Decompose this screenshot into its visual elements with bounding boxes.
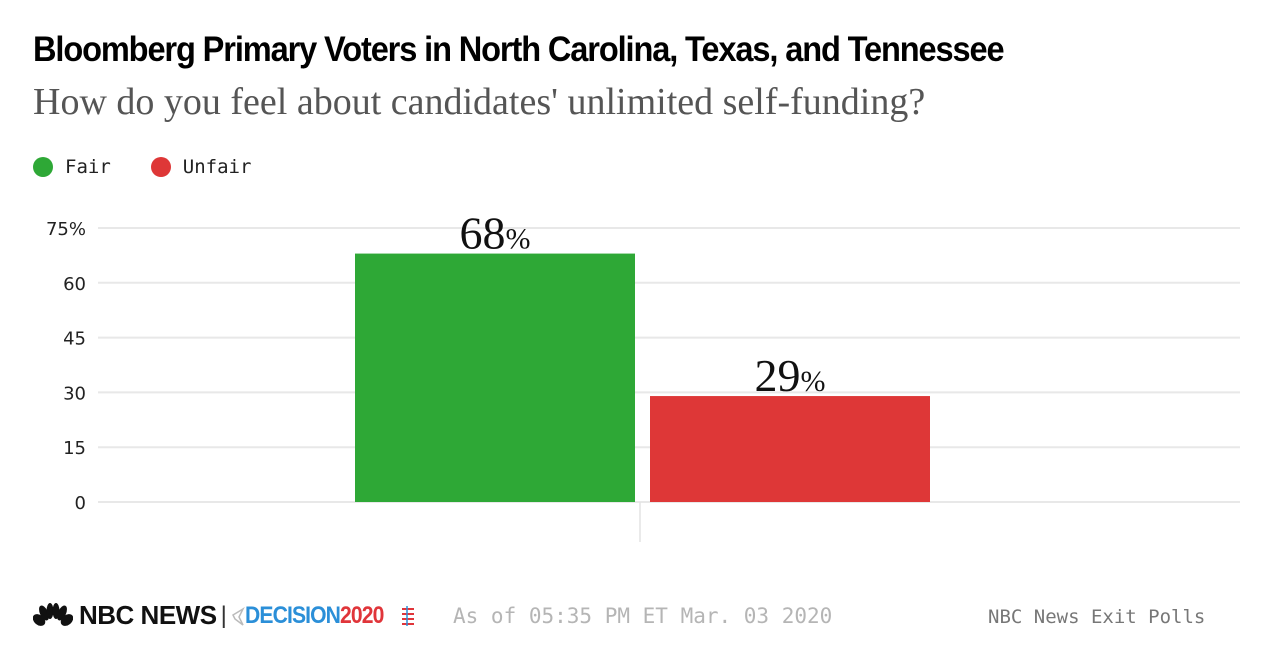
- chart-title: Bloomberg Primary Voters in North Caroli…: [33, 30, 1005, 69]
- legend-label-fair: Fair: [65, 156, 111, 178]
- data-label-fair: 68%: [460, 208, 531, 259]
- legend-dot-fair-icon: [33, 157, 53, 177]
- legend: Fair Unfair: [33, 156, 291, 178]
- nbc-news-brand: NBC NEWS: [79, 600, 217, 630]
- legend-label-unfair: Unfair: [182, 156, 252, 178]
- decision-2020-logo: DECISION2020: [245, 602, 384, 630]
- y-tick-label-75: 75%: [46, 219, 86, 240]
- legend-item-unfair: Unfair: [150, 156, 252, 178]
- bar-unfair: [650, 396, 930, 502]
- y-tick-label-0: 0: [75, 493, 86, 514]
- as-of-timestamp: As of 05:35 PM ET Mar. 03 2020: [453, 604, 833, 628]
- bar-fair: [355, 253, 635, 502]
- y-tick-label-60: 60: [63, 274, 86, 295]
- nbc-peacock-icon: [33, 602, 73, 626]
- decision-year: 2020: [339, 601, 384, 629]
- decision-text: DECISION: [244, 601, 341, 629]
- legend-item-fair: Fair: [33, 156, 111, 178]
- stripes-icon: [402, 605, 415, 626]
- y-tick-label-30: 30: [63, 383, 86, 404]
- footer: NBC NEWS | DECISION2020 As of 05:35 PM E…: [33, 598, 1263, 632]
- nbc-news-logo: NBC NEWS | DECISION2020: [33, 600, 415, 631]
- source-credit: NBC News Exit Polls: [988, 606, 1206, 628]
- chart-subtitle: How do you feel about candidates' unlimi…: [33, 81, 926, 123]
- y-tick-label-45: 45: [63, 329, 86, 350]
- brand-divider: |: [220, 601, 227, 629]
- y-tick-label-15: 15: [63, 438, 86, 459]
- data-label-unfair: 29%: [755, 350, 826, 401]
- legend-dot-unfair-icon: [150, 157, 171, 177]
- star-icon: [231, 606, 245, 626]
